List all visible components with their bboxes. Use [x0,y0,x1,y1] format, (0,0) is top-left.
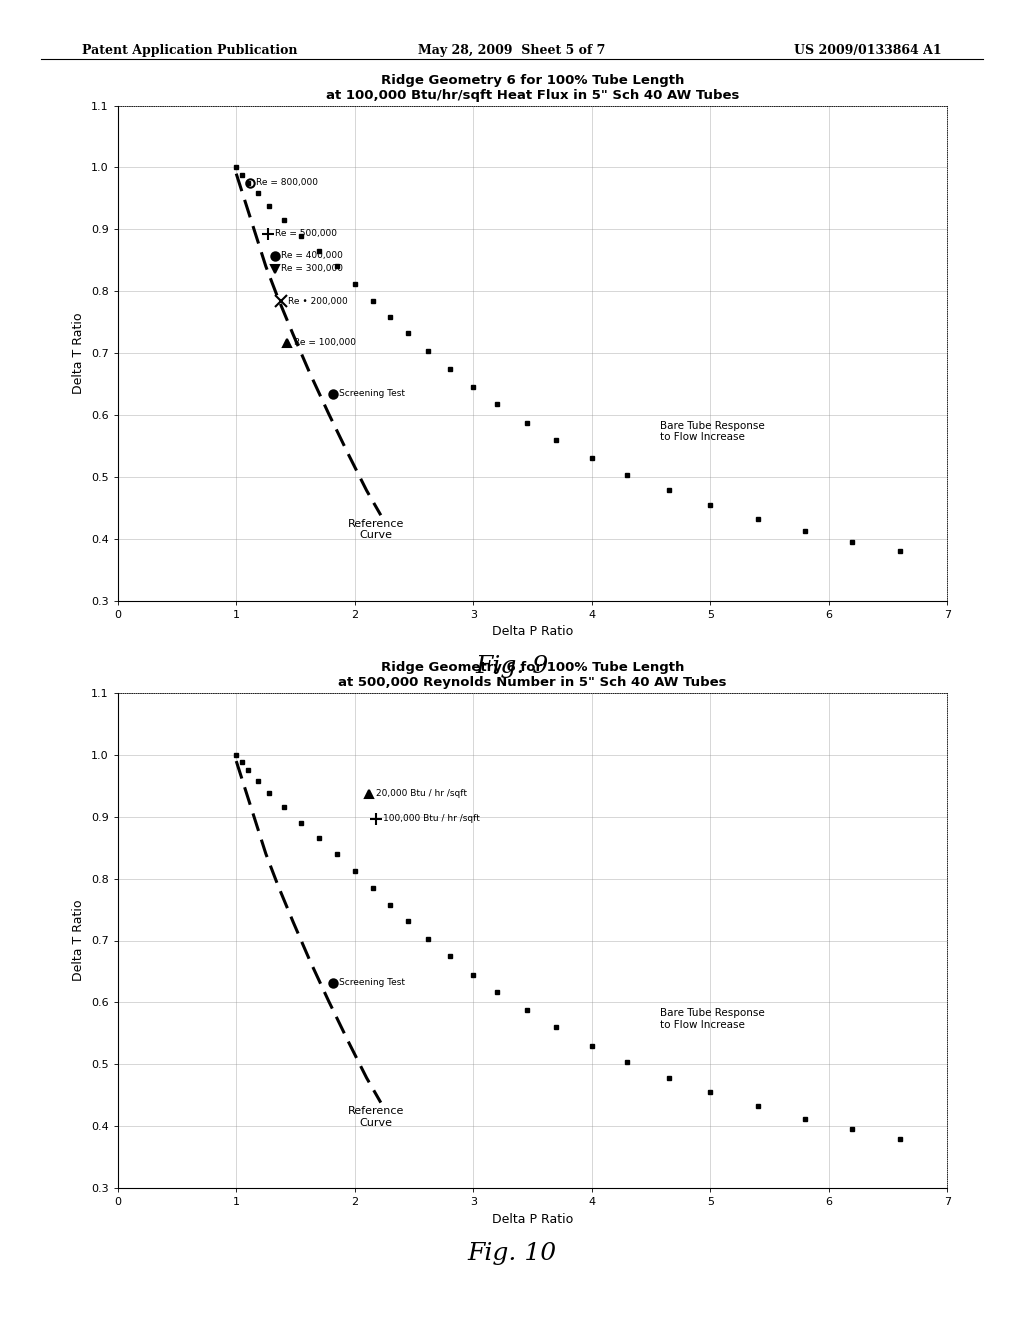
Text: Re = 100,000: Re = 100,000 [294,338,356,347]
X-axis label: Delta P Ratio: Delta P Ratio [492,626,573,638]
Text: 100,000 Btu / hr /sqft: 100,000 Btu / hr /sqft [383,814,480,824]
Text: US 2009/0133864 A1: US 2009/0133864 A1 [795,44,942,57]
Text: Re = 300,000: Re = 300,000 [282,264,343,273]
Text: May 28, 2009  Sheet 5 of 7: May 28, 2009 Sheet 5 of 7 [419,44,605,57]
Text: Bare Tube Response
to Flow Increase: Bare Tube Response to Flow Increase [660,1008,765,1030]
Text: Patent Application Publication: Patent Application Publication [82,44,297,57]
Text: Re • 200,000: Re • 200,000 [289,297,348,306]
Text: Re = 500,000: Re = 500,000 [275,230,337,238]
Text: Reference
Curve: Reference Curve [348,519,404,540]
Title: Ridge Geometry 6 for 100% Tube Length
at 500,000 Reynolds Number in 5" Sch 40 AW: Ridge Geometry 6 for 100% Tube Length at… [338,661,727,689]
Y-axis label: Delta T Ratio: Delta T Ratio [73,900,85,981]
Text: Fig. 9: Fig. 9 [475,655,549,677]
Text: Fig. 10: Fig. 10 [467,1242,557,1265]
Text: Re = 800,000: Re = 800,000 [256,178,318,187]
Text: 20,000 Btu / hr /sqft: 20,000 Btu / hr /sqft [376,789,467,799]
Text: Screening Test: Screening Test [339,978,406,987]
Text: Re = 400,000: Re = 400,000 [282,251,343,260]
Text: Reference
Curve: Reference Curve [348,1106,404,1127]
Title: Ridge Geometry 6 for 100% Tube Length
at 100,000 Btu/hr/sqft Heat Flux in 5" Sch: Ridge Geometry 6 for 100% Tube Length at… [326,74,739,102]
X-axis label: Delta P Ratio: Delta P Ratio [492,1213,573,1225]
Y-axis label: Delta T Ratio: Delta T Ratio [73,313,85,393]
Text: Screening Test: Screening Test [339,389,406,399]
Text: Bare Tube Response
to Flow Increase: Bare Tube Response to Flow Increase [660,421,765,442]
